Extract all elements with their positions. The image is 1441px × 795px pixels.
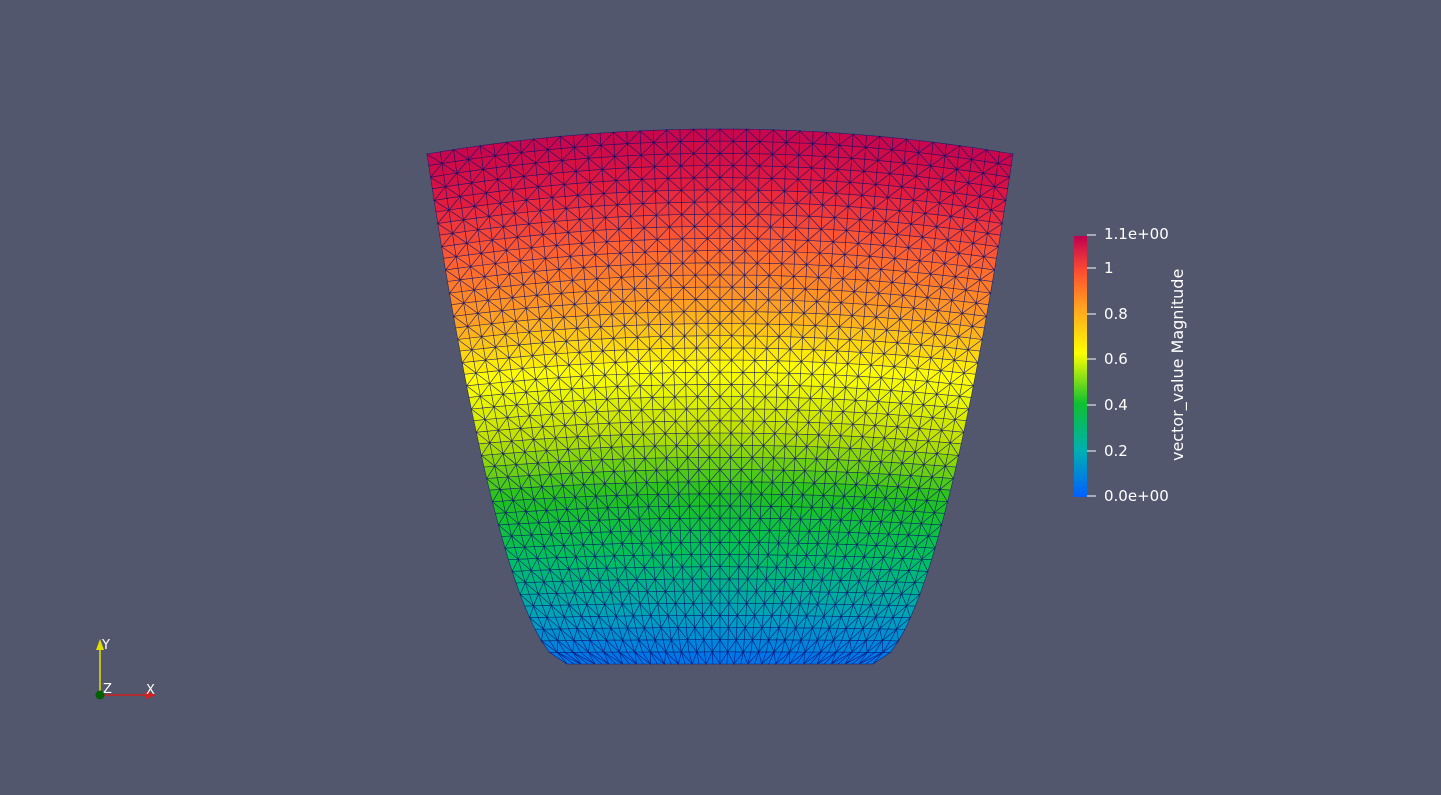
scalar-bar-min-label: 0.0e+00 bbox=[1104, 487, 1169, 505]
scalar-bar-tick-1: 1 bbox=[1104, 259, 1114, 277]
y-axis-label: Y bbox=[102, 638, 110, 653]
scalar-bar-tick-02: 0.2 bbox=[1104, 442, 1128, 460]
scalar-bar-max-label: 1.1e+00 bbox=[1104, 225, 1169, 243]
scalar-bar-title: vector_value Magnitude bbox=[1168, 268, 1187, 461]
x-axis-label: X bbox=[146, 683, 155, 698]
scalar-bar-tick-04: 0.4 bbox=[1104, 396, 1128, 414]
scalar-bar-ticks bbox=[1087, 234, 1096, 497]
z-axis-label: Z bbox=[103, 682, 112, 697]
mesh-surface[interactable] bbox=[426, 128, 1014, 666]
scalar-bar-tick-08: 0.8 bbox=[1104, 305, 1128, 323]
scalar-bar-tick-06: 0.6 bbox=[1104, 350, 1128, 368]
scalar-bar-gradient bbox=[1074, 236, 1087, 497]
